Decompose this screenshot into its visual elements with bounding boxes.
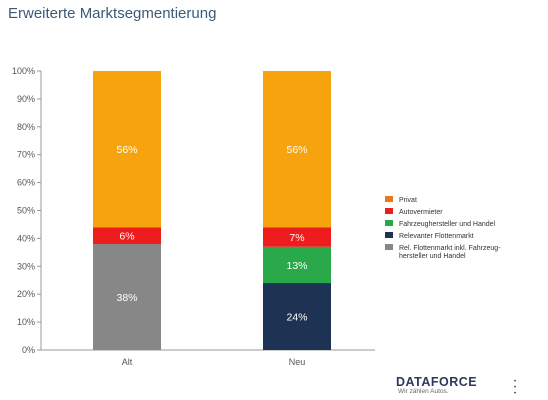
legend-swatch [385, 244, 393, 250]
y-tick-label: 0% [22, 345, 35, 355]
bar-segment [263, 71, 331, 228]
y-tick-label: 20% [17, 289, 35, 299]
x-tick-label: Neu [289, 357, 306, 367]
data-label: 13% [286, 260, 307, 272]
y-tick-label: 90% [17, 94, 35, 104]
legend-swatch [385, 208, 393, 214]
y-tick-label: 50% [17, 206, 35, 216]
legend-label: Privat [399, 197, 417, 204]
data-label: 56% [116, 144, 137, 156]
bar-segment [93, 71, 161, 228]
y-tick-label: 70% [17, 150, 35, 160]
data-labels: 38% 6% 56% 24% 13% 7% 56% [116, 144, 307, 323]
bar-segment [93, 243, 161, 350]
axes: 0% 10% 20% 30% 40% 50% 60% 70% 80% 90% 100% Alt Neu [12, 66, 375, 367]
bar-segment [263, 283, 331, 350]
data-label: 24% [286, 312, 307, 324]
y-tick-label: 10% [17, 317, 35, 327]
y-tick-label: 30% [17, 261, 35, 271]
logo-dots: • • • [514, 379, 518, 397]
legend-label: Relevanter Flottenmarkt [399, 233, 474, 240]
chart-title: Erweiterte Marktsegmentierung [8, 5, 217, 22]
data-label: 7% [289, 232, 304, 244]
legend-label: hersteller und Handel [399, 253, 466, 260]
legend-label: Rel. Flottenmarkt inkl. Fahrzeug- [399, 245, 501, 252]
y-tick-label: 100% [12, 66, 35, 76]
data-label: 6% [119, 231, 134, 243]
legend-label: Fahrzeughersteller und Handel [399, 221, 496, 228]
bars [93, 71, 331, 350]
dataforce-logo: DATAFORCE Wir zählen Autos. • • • [396, 375, 516, 397]
y-tick-label: 80% [17, 122, 35, 132]
legend: Privat Autovermieter Fahrzeughersteller un… [385, 196, 501, 260]
legend-label: Autovermieter [399, 209, 443, 216]
legend-swatch [385, 232, 393, 238]
logo-tagline: Wir zählen Autos. [398, 388, 449, 395]
x-tick-label: Alt [122, 357, 133, 367]
logo-wordmark: DATAFORCE [396, 375, 478, 389]
legend-swatch [385, 196, 393, 202]
bar-segment [263, 246, 331, 284]
bar-segment [263, 227, 331, 247]
data-label: 38% [116, 292, 137, 304]
data-label: 56% [286, 144, 307, 156]
legend-swatch [385, 220, 393, 226]
y-tick-label: 60% [17, 178, 35, 188]
y-tick-label: 40% [17, 233, 35, 243]
bar-segment [93, 227, 161, 244]
